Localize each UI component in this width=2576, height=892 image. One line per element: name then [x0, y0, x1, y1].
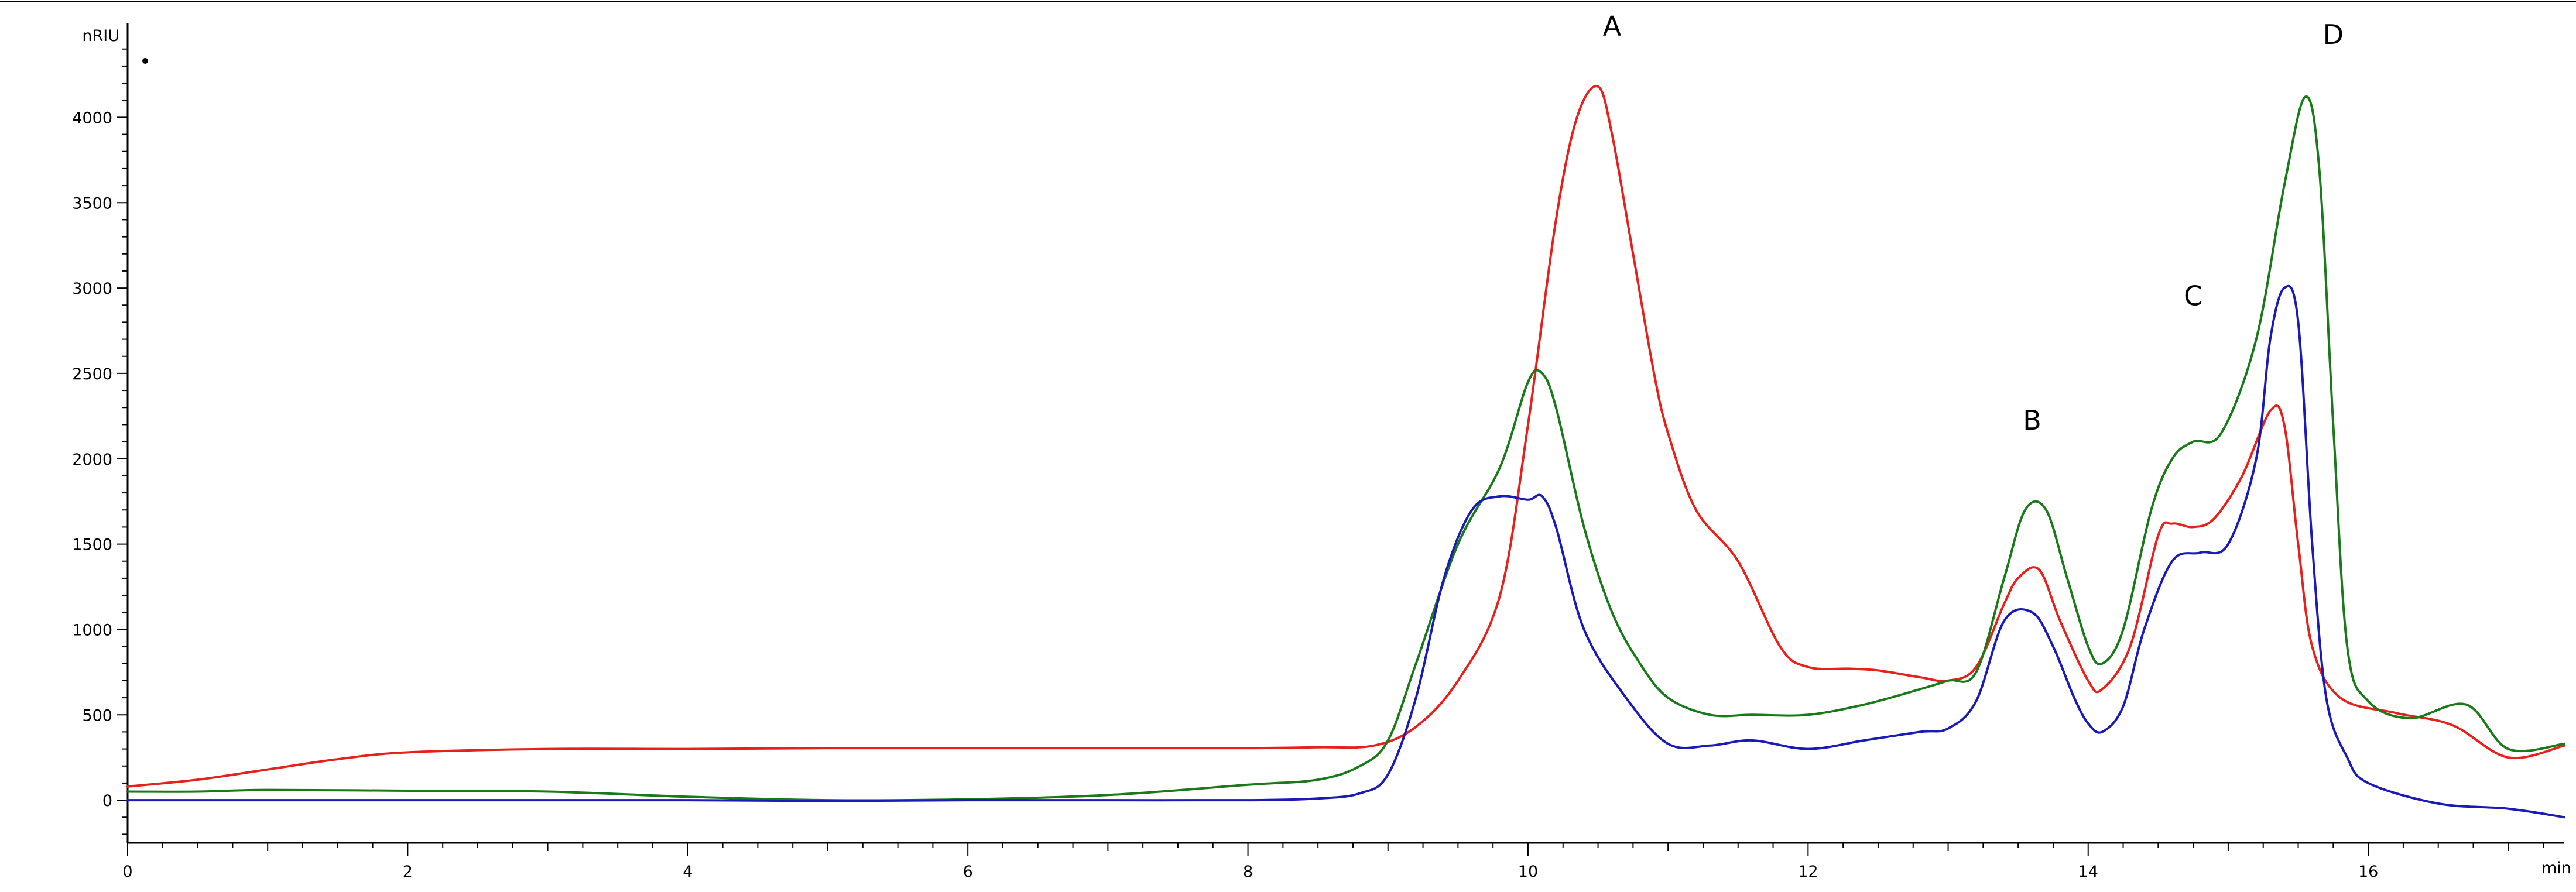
x-tick-label: 2 [403, 863, 413, 881]
y-tick-label: 0 [102, 792, 112, 810]
y-tick-label: 1000 [72, 621, 112, 639]
x-tick-label: 0 [122, 863, 132, 881]
peak-label: D [2323, 19, 2344, 50]
y-tick-label: 3500 [72, 194, 112, 212]
y-tick-label: 3000 [72, 280, 112, 298]
x-tick-label: 16 [2358, 863, 2378, 881]
green-trace-line [126, 95, 2565, 802]
peak-label: B [2023, 404, 2041, 436]
corner-dot [142, 58, 148, 64]
x-axis-label: min [2541, 859, 2571, 877]
series-lines [126, 85, 2565, 819]
x-tick-label: 12 [1798, 863, 1818, 881]
blue-trace-line [126, 284, 2565, 819]
red-trace-line [126, 85, 2565, 788]
y-tick-label: 2000 [72, 451, 112, 469]
x-tick-label: 8 [1243, 863, 1253, 881]
x-tick-label: 10 [1518, 863, 1538, 881]
y-tick-label: 4000 [72, 109, 112, 127]
y-tick-label: 500 [82, 706, 112, 725]
ticks: 0 500 1000 1500 2000 2500 3000 3500 4000 0 2 4 6 8 10 1… [72, 48, 2544, 881]
y-tick-label: 1500 [72, 536, 112, 554]
peak-annotations: A B C D [1603, 10, 2344, 436]
x-tick-label: 4 [683, 863, 693, 881]
y-tick-label: 2500 [72, 365, 112, 383]
peak-label: A [1603, 10, 1622, 42]
x-tick-label: 6 [963, 863, 973, 881]
x-tick-label: 14 [2078, 863, 2098, 881]
peak-label: C [2184, 280, 2202, 311]
y-axis-label: nRIU [82, 27, 119, 45]
